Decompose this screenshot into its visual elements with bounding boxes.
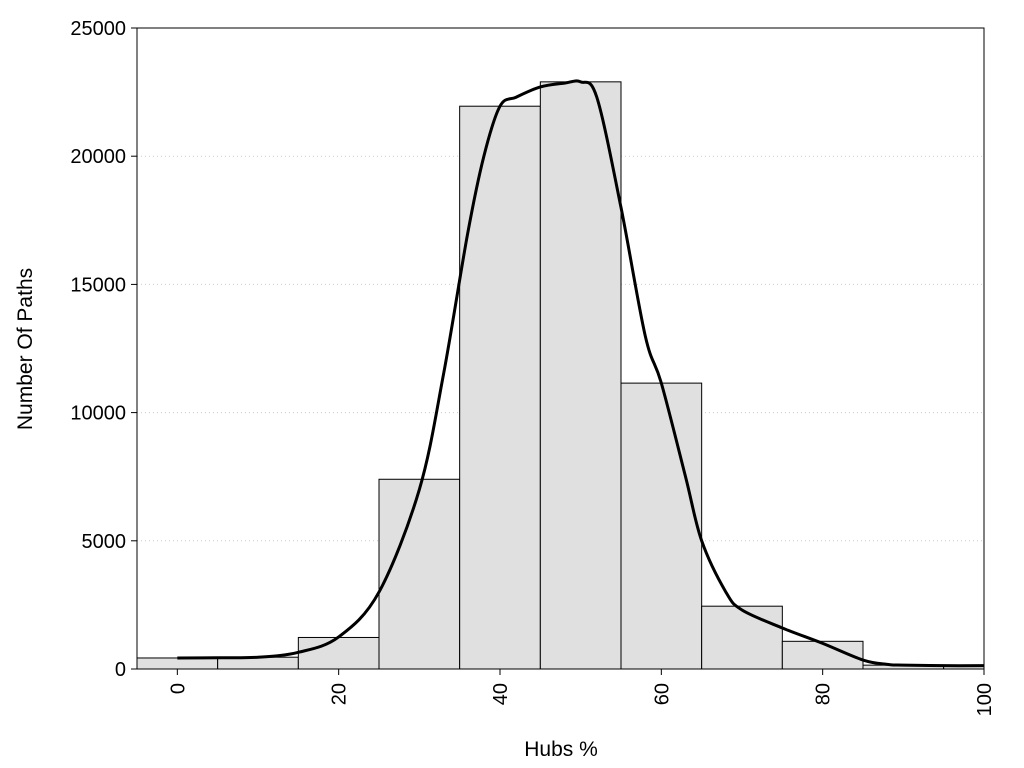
histogram-bar <box>539 81 622 670</box>
y-tick-label: 25000 <box>70 18 126 40</box>
y-tick-label: 20000 <box>70 146 126 168</box>
x-tick-label: 0 <box>167 683 189 694</box>
histogram-bar <box>701 605 783 670</box>
histogram-bars <box>136 81 985 670</box>
density-curve <box>177 79 985 668</box>
density-curve-line <box>177 79 985 668</box>
y-axis-title: Number Of Paths <box>14 268 37 430</box>
x-tick-label: 40 <box>490 683 512 705</box>
histogram-bar <box>378 478 461 670</box>
x-tick-label: 80 <box>813 683 835 705</box>
x-tick-label: 60 <box>651 683 673 705</box>
x-axis-ticks: 0 20 40 60 80 100 <box>167 669 996 716</box>
histogram-bar <box>136 657 219 670</box>
y-tick-label: 0 <box>115 659 126 681</box>
x-tick-label: 100 <box>974 683 996 716</box>
histogram-bar <box>459 105 541 670</box>
histogram-bar <box>620 382 703 670</box>
x-tick-label: 20 <box>329 683 351 705</box>
y-axis-ticks: 0 5000 10000 15000 20000 25000 <box>70 18 137 681</box>
x-axis-title: Hubs % <box>524 738 598 761</box>
histogram-bar <box>297 636 380 670</box>
y-tick-label: 5000 <box>82 531 127 553</box>
y-tick-label: 15000 <box>70 274 126 296</box>
y-tick-label: 10000 <box>70 403 126 425</box>
plot-frame <box>136 27 985 670</box>
